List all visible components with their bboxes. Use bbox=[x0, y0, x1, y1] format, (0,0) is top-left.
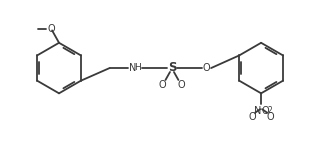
Text: H: H bbox=[134, 63, 141, 72]
Text: N: N bbox=[129, 63, 136, 73]
Text: O: O bbox=[47, 24, 55, 34]
Text: N: N bbox=[254, 106, 261, 116]
Text: O: O bbox=[159, 80, 166, 90]
Text: O: O bbox=[248, 112, 256, 122]
Text: O: O bbox=[203, 63, 210, 73]
Text: O: O bbox=[266, 112, 274, 122]
Text: S: S bbox=[168, 61, 176, 74]
Text: 2: 2 bbox=[268, 106, 272, 115]
Text: O: O bbox=[262, 106, 269, 116]
Text: O: O bbox=[178, 80, 185, 90]
